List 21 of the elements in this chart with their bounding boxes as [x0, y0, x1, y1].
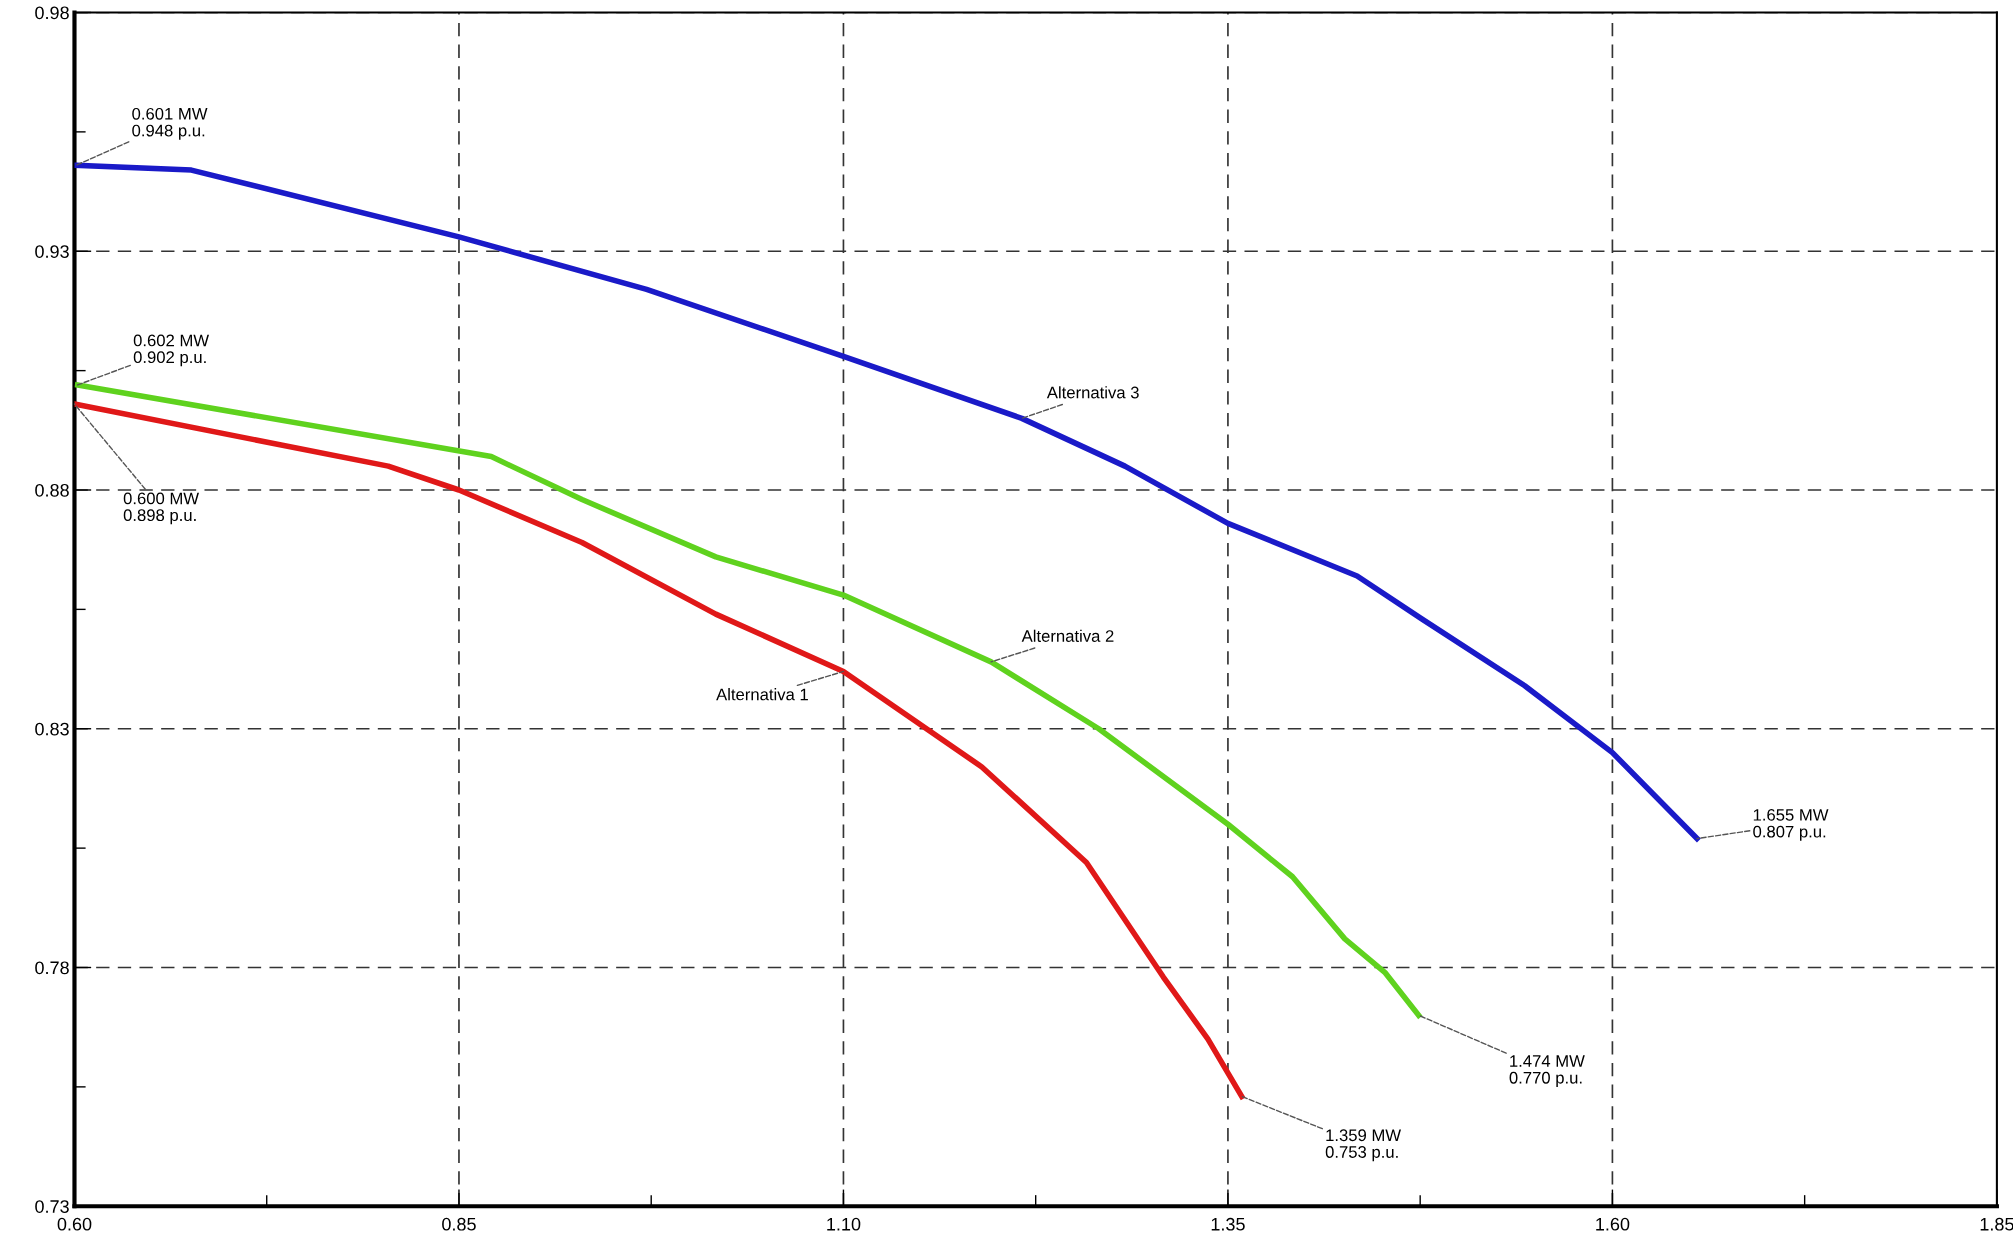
- annotation: 1.655 MW 0.807 p.u.: [1753, 808, 1829, 841]
- x-tick-label: 1.35: [1211, 1217, 1245, 1231]
- y-tick-label: 0.93: [35, 245, 69, 258]
- y-tick-label: 0.73: [35, 1200, 69, 1213]
- annotation: 1.474 MW 0.770 p.u.: [1509, 1055, 1585, 1087]
- series-label: Alternativa 3: [1046, 386, 1139, 399]
- x-tick-label: 0.85: [442, 1217, 476, 1231]
- series-label: Alternativa 2: [1021, 629, 1114, 642]
- x-tick-label: 1.60: [1596, 1217, 1630, 1231]
- y-tick-label: 0.98: [35, 6, 69, 20]
- annotation: 1.359 MW 0.753 p.u.: [1325, 1129, 1401, 1162]
- y-tick-label: 0.83: [35, 722, 69, 736]
- y-tick-label: 0.78: [35, 961, 69, 975]
- x-tick-label: 1.10: [827, 1217, 861, 1231]
- y-tick-label: 0.88: [35, 483, 69, 497]
- x-tick-label: 0.60: [57, 1217, 92, 1231]
- annotation: 0.602 MW 0.902 p.u.: [133, 334, 210, 367]
- x-tick-label: 1.85: [1980, 1217, 2013, 1231]
- annotation: 0.600 MW 0.898 p.u.: [123, 492, 199, 525]
- annotation: 0.601 MW 0.948 p.u.: [132, 107, 208, 140]
- series-label: Alternativa 1: [716, 688, 808, 701]
